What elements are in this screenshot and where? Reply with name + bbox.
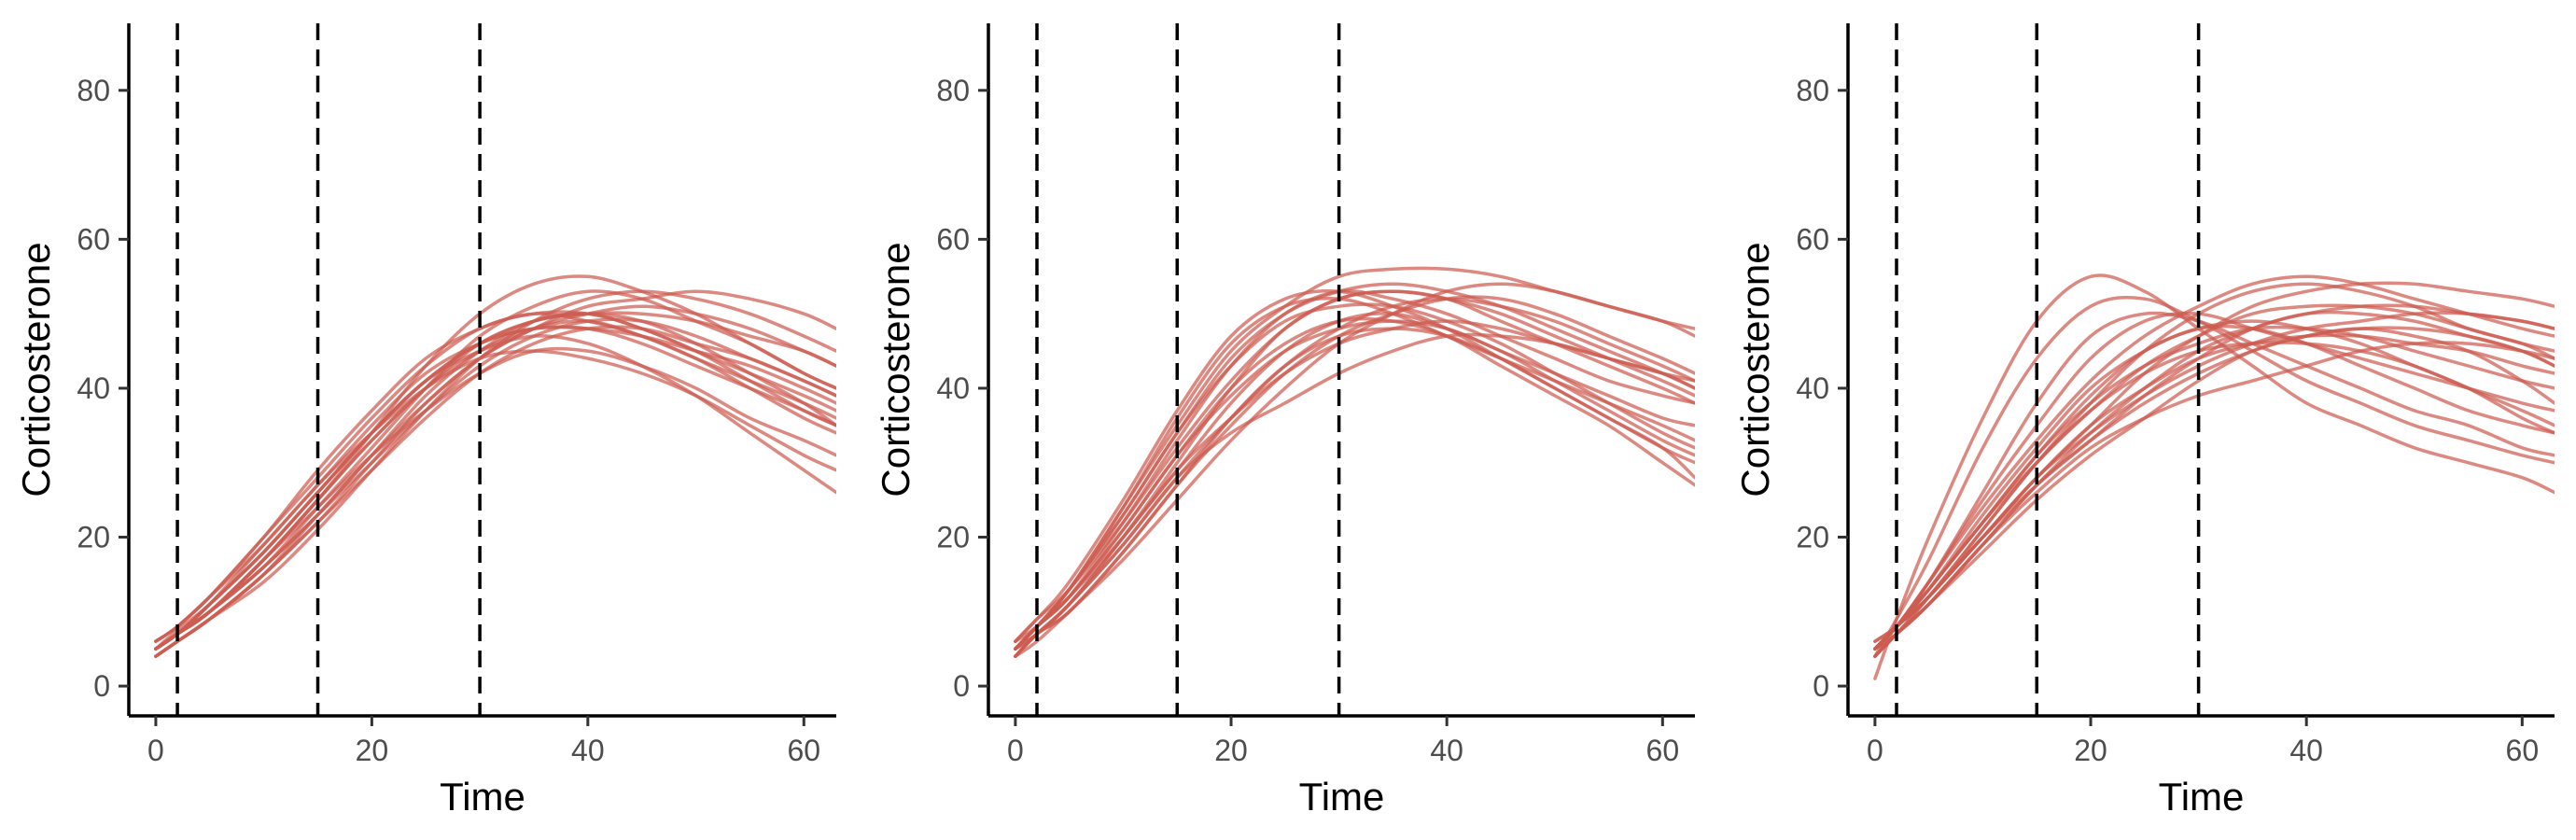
y-tick-label: 40 bbox=[1796, 371, 1829, 405]
series-line-14 bbox=[1014, 319, 1695, 651]
series-group bbox=[154, 274, 836, 658]
series-line-11 bbox=[1873, 324, 2555, 651]
y-axis-title: Corticosterone bbox=[874, 242, 917, 497]
x-tick-label: 60 bbox=[2506, 734, 2540, 767]
y-tick-label: 60 bbox=[77, 222, 110, 256]
series-group bbox=[1873, 273, 2555, 680]
x-axis-title: Time bbox=[1299, 775, 1385, 819]
x-tick-label: 0 bbox=[1867, 734, 1883, 767]
series-line-15 bbox=[154, 349, 836, 643]
series-line-14 bbox=[1873, 341, 2555, 651]
series-line-18 bbox=[154, 312, 836, 651]
y-tick-label: 80 bbox=[936, 74, 970, 107]
series-line-7 bbox=[154, 325, 836, 658]
y-tick-label: 20 bbox=[936, 521, 970, 554]
x-tick-label: 0 bbox=[1007, 734, 1024, 767]
y-axis-title: Corticosterone bbox=[14, 242, 58, 497]
series-line-8 bbox=[154, 325, 836, 651]
series-line-16 bbox=[1014, 302, 1695, 651]
series-line-10 bbox=[1873, 310, 2555, 658]
series-line-15 bbox=[1014, 319, 1695, 643]
x-tick-label: 60 bbox=[787, 734, 820, 767]
x-tick-label: 20 bbox=[1214, 734, 1248, 767]
series-line-4 bbox=[1873, 311, 2555, 651]
x-tick-label: 40 bbox=[2289, 734, 2323, 767]
x-tick-label: 0 bbox=[147, 734, 164, 767]
series-line-19 bbox=[1873, 319, 2555, 651]
y-tick-label: 40 bbox=[77, 371, 110, 405]
series-line-13 bbox=[1014, 332, 1695, 658]
x-tick-label: 20 bbox=[2074, 734, 2107, 767]
x-axis-title: Time bbox=[440, 775, 525, 819]
series-line-14 bbox=[154, 304, 836, 651]
panel-1: 0 20 40 60 80 0 20 40 60 Time Corticosterone bbox=[14, 23, 836, 819]
y-tick-label: 40 bbox=[936, 371, 970, 405]
y-tick-label: 60 bbox=[936, 222, 970, 256]
series-line-10 bbox=[154, 310, 836, 643]
series-line-17 bbox=[1014, 327, 1695, 658]
series-line-16 bbox=[154, 334, 836, 651]
series-line-2 bbox=[1873, 295, 2555, 658]
series-line-17 bbox=[154, 289, 836, 658]
series-line-12 bbox=[1873, 311, 2555, 651]
series-line-17 bbox=[1873, 327, 2555, 658]
x-tick-label: 60 bbox=[1646, 734, 1680, 767]
y-tick-label: 60 bbox=[1796, 222, 1829, 256]
y-tick-label: 80 bbox=[77, 74, 110, 107]
x-axis-title: Time bbox=[2159, 775, 2245, 819]
panel-2: 0 20 40 60 80 0 20 40 60 Time Corticosterone bbox=[874, 23, 1695, 819]
y-tick-label: 0 bbox=[1813, 669, 1829, 703]
series-line-9 bbox=[1014, 282, 1695, 658]
y-axis-title: Corticosterone bbox=[1733, 242, 1777, 497]
series-line-9 bbox=[154, 317, 836, 651]
y-tick-label: 20 bbox=[77, 521, 110, 554]
series-line-7 bbox=[1873, 303, 2555, 643]
y-tick-label: 0 bbox=[93, 669, 110, 703]
series-line-11 bbox=[1014, 312, 1695, 651]
series-line-9 bbox=[1873, 325, 2555, 651]
series-line-6 bbox=[154, 346, 836, 651]
series-line-18 bbox=[1873, 341, 2555, 651]
y-tick-label: 0 bbox=[953, 669, 970, 703]
series-line-7 bbox=[1014, 316, 1695, 651]
series-line-1 bbox=[1873, 273, 2555, 680]
x-tick-label: 40 bbox=[1430, 734, 1463, 767]
y-tick-label: 20 bbox=[1796, 521, 1829, 554]
x-tick-label: 20 bbox=[356, 734, 389, 767]
y-tick-label: 80 bbox=[1796, 74, 1829, 107]
panel-3: 0 20 40 60 80 0 20 40 60 Time Corticosterone bbox=[1733, 23, 2555, 819]
x-tick-label: 40 bbox=[571, 734, 605, 767]
series-line-13 bbox=[1873, 326, 2555, 658]
series-group bbox=[1014, 266, 1695, 658]
